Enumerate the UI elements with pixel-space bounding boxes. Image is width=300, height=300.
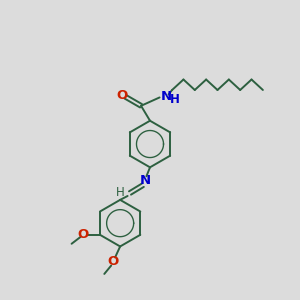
Text: O: O <box>108 256 119 268</box>
Text: H: H <box>169 93 179 106</box>
Text: N: N <box>140 174 151 187</box>
Text: N: N <box>160 90 172 103</box>
Text: O: O <box>77 228 88 241</box>
Text: H: H <box>116 187 124 200</box>
Text: O: O <box>116 89 127 102</box>
